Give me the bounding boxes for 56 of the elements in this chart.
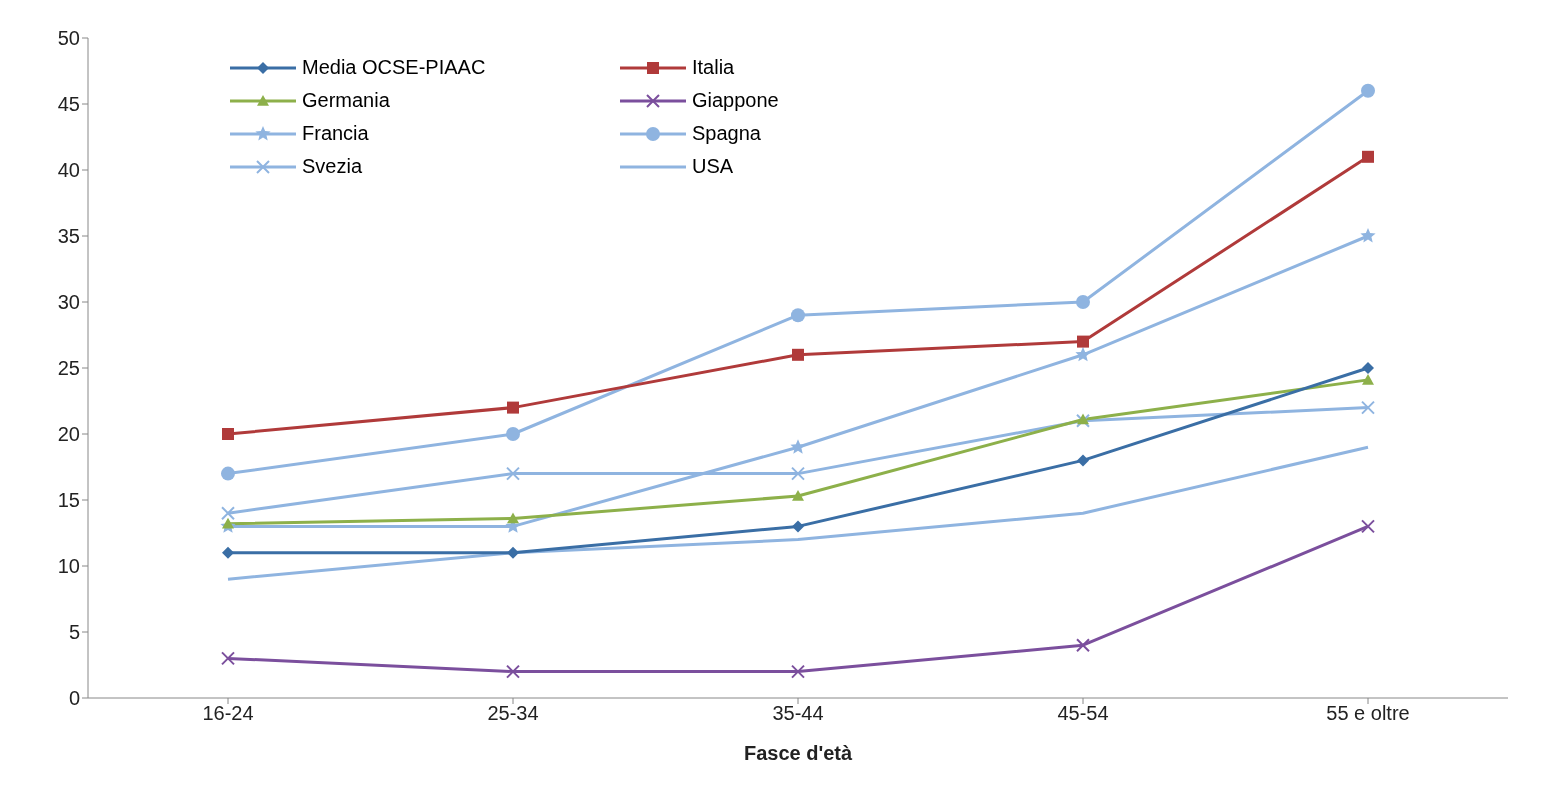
y-tick-label: 35 [57,225,80,248]
point [221,466,235,481]
point [791,664,805,679]
legend-label: Germania [302,89,390,112]
point [1076,638,1090,653]
point [1075,346,1091,362]
x-tick-label: 16-24 [202,702,254,725]
point [506,466,520,481]
y-tick-label: 10 [57,555,80,578]
point [1362,150,1374,163]
point [507,401,519,414]
x-tick-label: 35-44 [772,702,824,725]
point [507,512,519,524]
y-tick-label: 45 [57,93,80,116]
point [791,466,805,481]
point [1360,228,1376,243]
point [221,651,235,666]
point [791,308,805,323]
point [1077,335,1089,348]
point [222,546,234,559]
legend-label: Spagna [692,122,761,145]
x-tick-label: 55 e oltre [1326,702,1410,725]
legend-label: USA [692,155,734,178]
point [792,490,804,501]
y-tick-label: 5 [68,621,80,644]
point [507,546,519,559]
y-tick-label: 0 [68,687,80,710]
legend-label: Giappone [692,89,779,112]
line-series [226,445,1370,581]
point [222,517,234,529]
point [792,520,804,533]
point [221,506,235,521]
point [1362,362,1374,374]
point [506,664,520,679]
legend-label: Francia [302,122,369,145]
point [1361,400,1375,415]
point [1076,295,1090,309]
point [1362,373,1374,385]
point [792,348,804,361]
point [1361,83,1375,98]
x-axis-title: Fasce d'età [743,742,853,764]
point [1077,454,1089,467]
legend-label: Svezia [302,155,363,178]
point [222,428,234,440]
y-tick-label: 30 [57,291,80,314]
y-tick-label: 20 [57,423,80,446]
point [1361,519,1375,534]
legend-label: Italia [692,56,735,79]
y-tick-label: 40 [57,159,80,182]
y-tick-label: 15 [57,489,80,512]
y-tick-label: 50 [57,27,80,50]
x-tick-label: 45-54 [1057,702,1109,725]
point [506,427,520,441]
y-tick-label: 25 [57,357,80,380]
x-tick-label: 25-34 [487,702,539,725]
legend-label: Media OCSE-PIAAC [302,56,486,79]
